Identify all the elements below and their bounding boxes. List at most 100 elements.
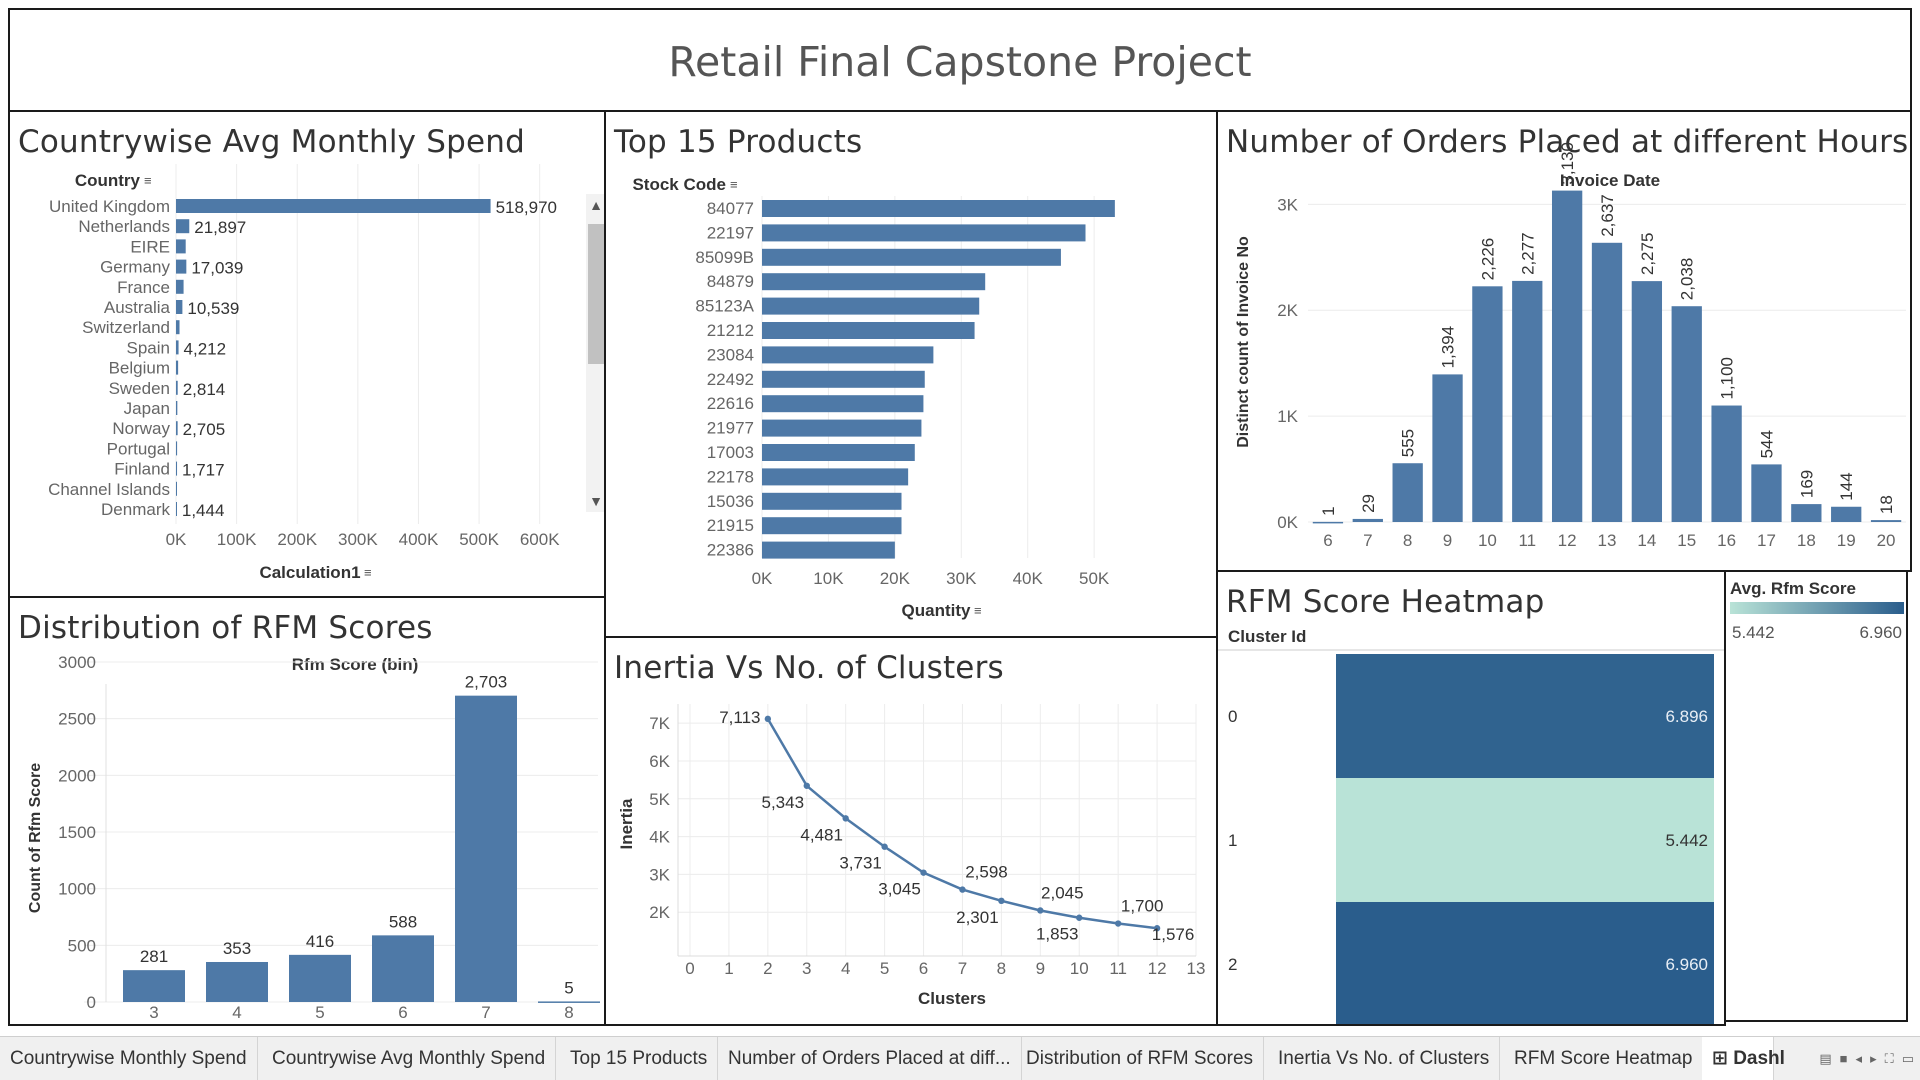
bar [176,259,187,274]
x-tick-label: 20K [880,569,911,588]
category-label: Denmark [101,500,170,519]
data-point [1076,914,1083,921]
category-label: 21977 [707,419,754,438]
bar [176,380,178,395]
data-label: 18 [1877,495,1896,514]
sheet-tabs: Countrywise Monthly Spend Countrywise Avg… [0,1036,1920,1080]
grid-view-icon[interactable]: ▤ [1819,1051,1832,1066]
scroll-thumb[interactable] [588,224,604,364]
bar [176,340,179,355]
dim-header: Stock Code [632,175,726,194]
category-label: Channel Islands [48,480,170,499]
panel-rfm-distribution: Distribution of RFM Scores Rfm Score (bi… [8,596,606,1026]
bar [762,419,922,437]
category-label: 22178 [707,467,754,486]
heatmap-legend: Avg. Rfm Score 5.442 6.960 [1724,570,1908,1022]
y-tick-label: 1500 [58,823,96,842]
filmstrip-icon[interactable]: ■ [1839,1051,1848,1066]
data-label: 1,444 [182,501,225,520]
y-tick-label: 4K [649,828,670,847]
bar [176,421,178,436]
data-label: 2,038 [1678,258,1697,301]
x-tick-label: 10 [1478,531,1497,550]
legend-min: 5.442 [1732,623,1775,642]
bar [176,401,178,415]
panel-title: RFM Score Heatmap [1226,584,1545,620]
tab-6[interactable]: RFM Score Heatmap [1504,1037,1704,1080]
prev-sheet-icon[interactable]: ◂ [1855,1051,1863,1066]
dashboard-title: Retail Final Capstone Project [668,38,1252,86]
bar [762,224,1086,242]
bar [762,273,986,291]
x-tick-label: 17 [1757,531,1776,550]
bar [1512,280,1543,522]
bar [1432,374,1463,522]
y-tick-label: 2500 [58,710,96,729]
category-label: Australia [104,298,171,317]
bar [176,461,178,476]
panel-title: Countrywise Avg Monthly Spend [18,124,525,160]
tab-7[interactable]: ⊞ Dashl [1702,1037,1785,1080]
data-label: 3,045 [878,880,921,899]
present-icon[interactable]: ▭ [1901,1051,1914,1066]
bar [176,441,178,456]
x-tick-label: 10 [1070,959,1089,978]
sort-icon: ≡ [974,603,982,618]
data-point [1153,925,1161,932]
sort-icon: ≡ [144,173,152,188]
x-tick-label: 13 [1598,531,1617,550]
x-axis-title: Clusters [918,989,986,1008]
tab-2[interactable]: Top 15 Products [560,1037,719,1080]
fit-icon[interactable]: ⛶ [1884,1051,1894,1066]
tab-4[interactable]: Distribution of RFM Scores [1016,1037,1265,1080]
x-tick-label: 0 [685,959,694,978]
data-label: 1,576 [1152,925,1195,944]
sort-icon: ≡ [730,177,738,192]
dim-header: Cluster Id [1228,627,1306,646]
tab-3[interactable]: Number of Orders Placed at diff... [718,1037,1022,1080]
sheet-nav-controls: ▤ ■ ◂ ▸ ⛶ ▭ [1819,1051,1914,1067]
data-label: 1,853 [1036,925,1079,944]
x-tick-label: 600K [520,530,560,549]
tab-1[interactable]: Countrywise Avg Monthly Spend [262,1037,557,1080]
x-tick-label: 2 [763,959,772,978]
y-tick-label: 1K [1277,407,1298,426]
data-point [1114,920,1122,927]
tab-0[interactable]: Countrywise Monthly Spend [0,1037,258,1080]
country-scrollbar[interactable]: ▲ ▼ [586,194,604,512]
data-label: 5 [564,978,573,997]
category-label: 84879 [707,272,754,291]
data-label: 7,113 [719,708,760,727]
data-label: 2,703 [465,673,508,692]
panel-title: Distribution of RFM Scores [18,610,433,646]
tab-5[interactable]: Inertia Vs No. of Clusters [1268,1037,1501,1080]
category-label: Finland [114,460,170,479]
x-tick-label: 3 [802,959,811,978]
data-label: 17,039 [191,259,243,278]
bar [1711,405,1742,522]
next-sheet-icon[interactable]: ▸ [1870,1051,1877,1066]
data-label: 10,539 [187,299,239,318]
scroll-down-icon[interactable]: ▼ [589,493,603,509]
x-tick-label: 6 [919,959,928,978]
x-tick-label: 15 [1677,531,1696,550]
row-label: 0 [1228,707,1237,726]
category-label: Japan [124,399,170,418]
category-label: 21212 [707,321,754,340]
category-label: 22197 [707,223,754,242]
data-label: 2,705 [183,420,226,439]
data-label: 281 [140,947,168,966]
legend-max: 6.960 [1859,623,1902,642]
x-tick-label: 500K [459,530,499,549]
x-axis-title: Calculation1 [259,563,360,582]
y-tick-label: 3K [649,865,670,884]
bar [1551,190,1583,522]
category-label: 22492 [707,370,754,389]
bar [206,961,268,1002]
bar [176,502,177,516]
category-label: Portugal [107,439,170,458]
scroll-up-icon[interactable]: ▲ [589,197,603,213]
data-point [764,715,772,723]
bar [176,360,179,375]
panel-title: Top 15 Products [614,124,863,160]
